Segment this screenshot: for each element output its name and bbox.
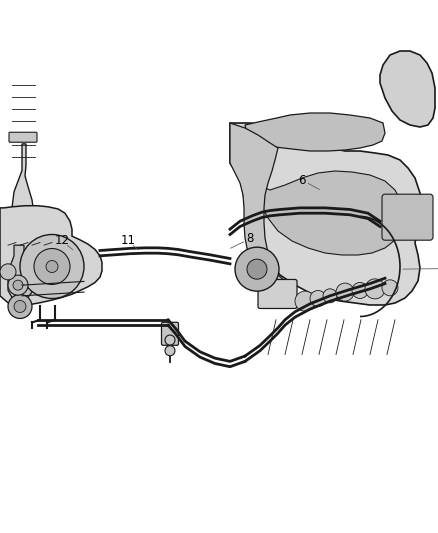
Polygon shape [12,144,34,251]
Circle shape [13,280,23,290]
Circle shape [14,301,26,312]
Text: 6: 6 [298,174,306,187]
FancyBboxPatch shape [162,322,179,345]
Circle shape [8,275,28,295]
FancyBboxPatch shape [382,194,433,240]
Circle shape [20,235,84,298]
Circle shape [235,247,279,291]
Circle shape [365,279,385,299]
Polygon shape [230,123,295,295]
Polygon shape [380,51,435,127]
Circle shape [352,282,368,298]
Polygon shape [245,113,385,151]
Polygon shape [0,206,102,305]
Circle shape [8,294,32,319]
Circle shape [46,261,58,272]
Circle shape [165,335,175,345]
Circle shape [336,283,354,301]
Circle shape [165,346,175,356]
Polygon shape [8,245,34,298]
Text: 12: 12 [54,235,70,247]
Circle shape [382,280,398,296]
Circle shape [34,248,70,285]
Circle shape [310,290,326,306]
Polygon shape [230,123,420,305]
FancyBboxPatch shape [9,132,37,142]
Text: 11: 11 [120,235,135,247]
Circle shape [0,264,16,280]
Circle shape [247,259,267,279]
FancyBboxPatch shape [258,279,297,309]
Circle shape [295,291,315,311]
Text: 8: 8 [246,232,254,245]
Polygon shape [255,171,405,255]
Circle shape [323,289,337,303]
